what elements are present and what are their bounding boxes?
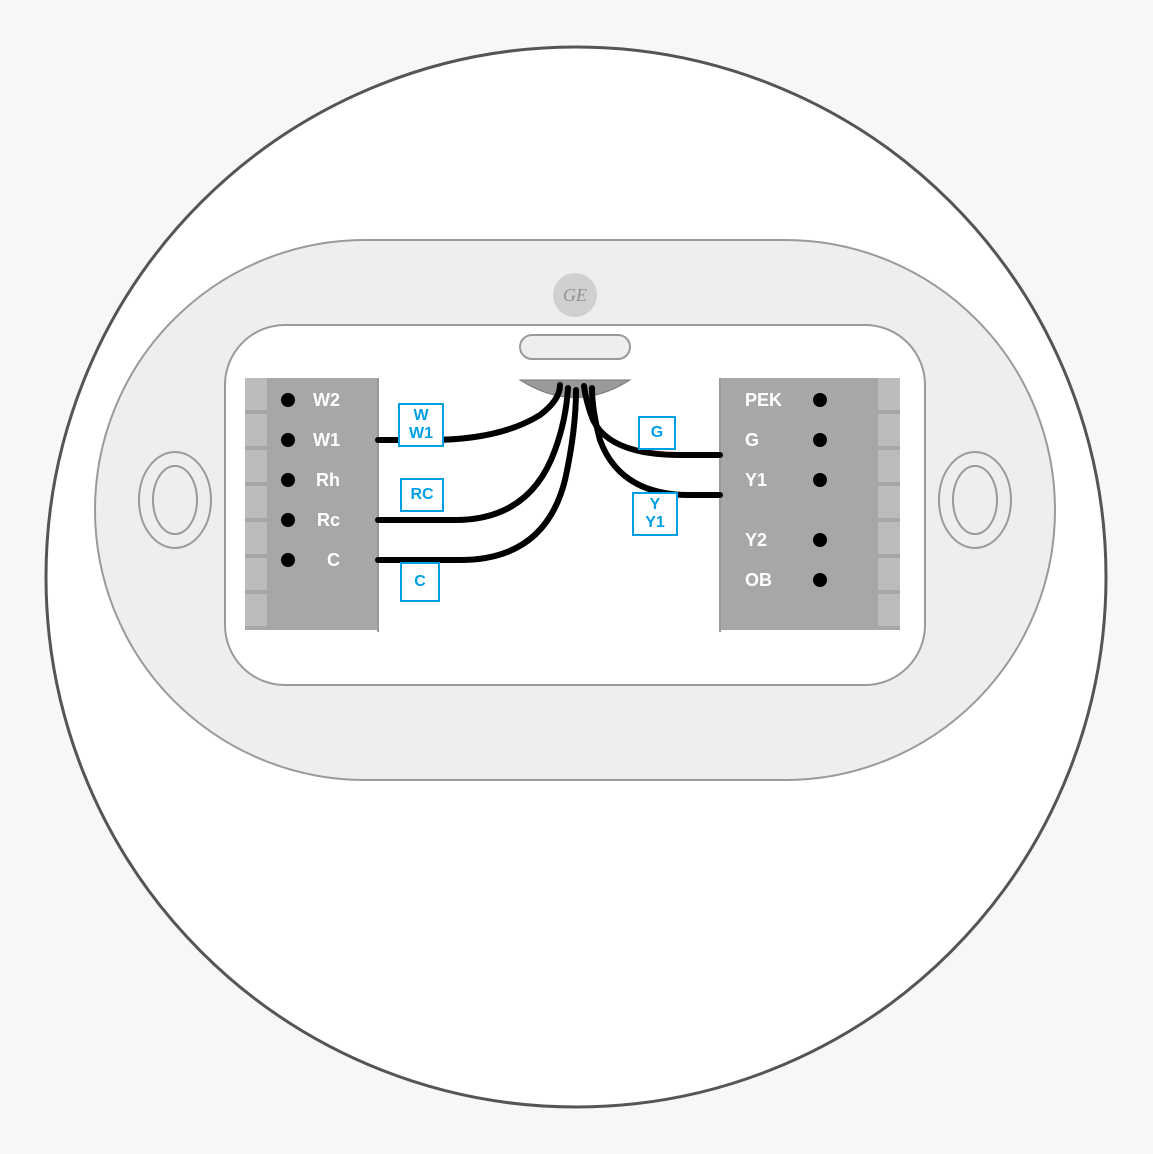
terminal-label-left-Rh: Rh [316,470,340,490]
wire-tag-C: C [400,562,440,602]
wire-tag-line: Y [650,496,661,514]
terminal-label-right-G: G [745,430,759,450]
wire-tag-line: C [414,573,426,591]
terminal-ridge [245,558,267,590]
clip-tab [520,335,630,359]
thermostat-wiring-diagram: GE W2 W1 Rh Rc C PEK G Y1 Y2 OB [0,0,1153,1154]
wire-tag-line: Y1 [645,514,665,532]
terminal-ridge [245,378,267,410]
wire-tag-RC: RC [400,478,444,512]
terminal-dot-left-C [281,553,295,567]
terminal-ridge [878,486,900,518]
brand-logo-text: GE [563,285,587,305]
terminal-label-right-Y2: Y2 [745,530,767,550]
terminal-ridge [878,378,900,410]
terminal-label-left-W1: W1 [313,430,340,450]
terminal-ridge [878,558,900,590]
wire-tag-line: G [651,424,663,442]
terminal-ridge [878,414,900,446]
terminal-label-left-C: C [327,550,340,570]
terminal-ridge [245,450,267,482]
wire-tag-Y-Y1: YY1 [632,492,678,536]
terminal-ridge [245,594,267,626]
terminal-ridge [878,594,900,626]
terminal-dot-left-W2 [281,393,295,407]
wire-tag-line: W [413,407,428,425]
wire-tag-G: G [638,416,676,450]
wire-tag-line: W1 [409,425,433,443]
terminal-ridge [245,486,267,518]
terminal-dot-right-OB [813,573,827,587]
terminal-label-right-PEK: PEK [745,390,782,410]
terminal-ridge [878,522,900,554]
terminal-dot-left-Rh [281,473,295,487]
terminal-dot-left-W1 [281,433,295,447]
wire-tag-line: RC [410,486,433,504]
terminal-dot-right-G [813,433,827,447]
terminal-block-right [720,378,900,630]
terminal-label-right-Y1: Y1 [745,470,767,490]
terminal-dot-left-Rc [281,513,295,527]
terminal-ridge [878,450,900,482]
terminal-ridge [245,414,267,446]
terminal-label-left-Rc: Rc [317,510,340,530]
terminal-dot-right-Y2 [813,533,827,547]
terminal-label-left-W2: W2 [313,390,340,410]
terminal-dot-right-Y1 [813,473,827,487]
terminal-label-right-OB: OB [745,570,772,590]
wire-tag-W-W1: WW1 [398,403,444,447]
terminal-ridge [245,522,267,554]
terminal-dot-right-PEK [813,393,827,407]
